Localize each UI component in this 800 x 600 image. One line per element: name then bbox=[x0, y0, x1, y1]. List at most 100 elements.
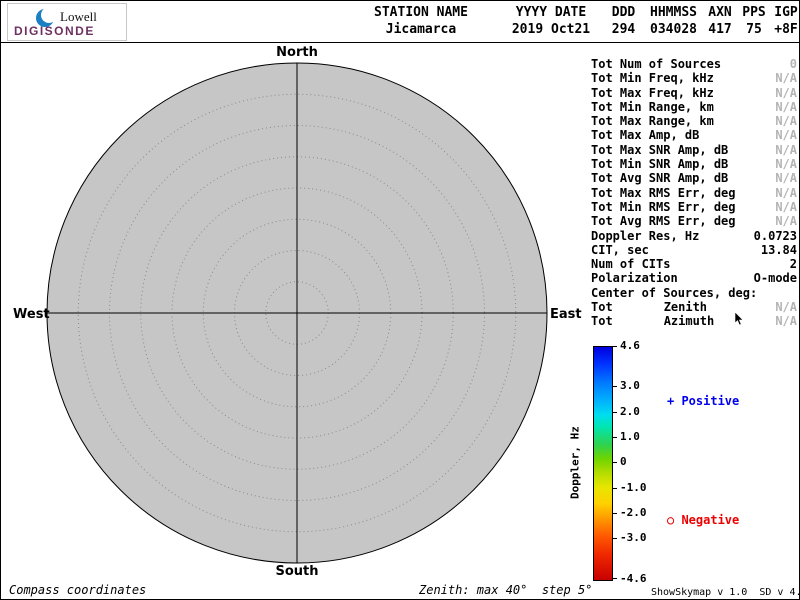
doppler-colorbar: 4.6 3.0 2.0 1.0 0 -1.0 -2.0 -3.0 -4.6 bbox=[593, 339, 653, 585]
colorbar-tick bbox=[613, 578, 617, 579]
stat-row: Num of CITs 2 bbox=[591, 257, 797, 271]
stat-row: Tot Min Range, km N/A bbox=[591, 100, 797, 114]
colorbar-tick-label: 4.6 bbox=[620, 339, 640, 352]
compass-label-west: West bbox=[13, 307, 50, 322]
colorbar-tick-label: 2.0 bbox=[620, 405, 640, 418]
stat-row: Tot Max RMS Err, deg N/A bbox=[591, 186, 797, 200]
stat-sublabel: Azimuth bbox=[663, 314, 715, 329]
stat-label: Tot Avg RMS Err, deg bbox=[591, 214, 736, 229]
logo-text-lowell: Lowell bbox=[60, 9, 97, 24]
stat-value: N/A bbox=[775, 314, 797, 329]
header-value: +8F bbox=[774, 22, 798, 37]
stat-row: Doppler Res, Hz 0.0723 bbox=[591, 229, 797, 243]
stat-row: Tot Min Freq, kHz N/A bbox=[591, 71, 797, 85]
stat-label: Tot Min SNR Amp, dB bbox=[591, 157, 729, 172]
colorbar-tick-label: 0 bbox=[620, 455, 627, 468]
colorbar-tick bbox=[613, 412, 617, 413]
stat-row: Tot Max Range, km N/A bbox=[591, 114, 797, 128]
colorbar-tick-label: -1.0 bbox=[620, 481, 647, 494]
stat-value: N/A bbox=[775, 185, 797, 200]
stat-sublabel: Zenith bbox=[663, 300, 708, 315]
compass-label-north: North bbox=[276, 45, 318, 60]
stat-label: Tot Num of Sources bbox=[591, 57, 722, 71]
stat-value: N/A bbox=[775, 128, 797, 143]
header-label: HHMMSS bbox=[650, 5, 697, 20]
header-col-igp: IGP +8F bbox=[769, 4, 799, 38]
colorbar-gradient bbox=[593, 346, 613, 581]
stat-label: Tot Max SNR Amp, dB bbox=[591, 142, 729, 157]
footer-coordinates-label: Compass coordinates bbox=[9, 583, 147, 597]
stat-value: N/A bbox=[775, 99, 797, 114]
header-col-ddd: DDD 294 bbox=[601, 4, 646, 38]
stat-label: Num of CITs bbox=[591, 257, 671, 272]
stat-label: Tot Min Freq, kHz bbox=[591, 71, 714, 86]
stat-label: CIT, sec bbox=[591, 242, 649, 257]
header-value: 2019 Oct21 bbox=[511, 22, 591, 37]
mouse-cursor-icon bbox=[734, 312, 744, 326]
colorbar-tick-label: -3.0 bbox=[620, 531, 647, 544]
stat-value: O-mode bbox=[753, 271, 797, 286]
colorbar-tick bbox=[613, 346, 617, 347]
stat-value: 2 bbox=[789, 257, 797, 272]
stat-label: Tot Avg SNR Amp, dB bbox=[591, 171, 729, 186]
compass-label-south: South bbox=[275, 564, 319, 579]
lowell-digisonde-logo: Lowell DIGISONDE bbox=[7, 3, 127, 41]
stats-panel: Tot Num of Sources 0 Tot Min Freq, kHz N/A… bbox=[591, 57, 797, 329]
header-col-date: YYYY DATE 2019 Oct21 bbox=[501, 4, 601, 38]
header-bar: Lowell DIGISONDE STATION NAME Jicamarca … bbox=[1, 1, 799, 43]
stat-row: Tot Max Freq, kHz N/A bbox=[591, 86, 797, 100]
lowell-swoosh-icon bbox=[36, 7, 57, 27]
colorbar-tick-label: 1.0 bbox=[620, 430, 640, 443]
colorbar-tick bbox=[613, 513, 617, 514]
stat-label: Tot Max Amp, dB bbox=[591, 128, 700, 143]
colorbar-title: Doppler, Hz bbox=[568, 426, 582, 499]
colorbar-tick-label: -4.6 bbox=[620, 572, 647, 585]
stat-row: Tot Avg SNR Amp, dB N/A bbox=[591, 171, 797, 185]
stat-row: Tot Num of Sources 0 bbox=[591, 57, 797, 71]
footer-zenith-label: Zenith: max 40° step 5° bbox=[419, 583, 593, 597]
colorbar-tick bbox=[613, 462, 617, 463]
footer-version-label: ShowSkymap v 1.0 SD v 4.2 bbox=[651, 587, 800, 598]
stat-label: Polarization bbox=[591, 271, 678, 286]
header-col-pps: PPS 75 bbox=[739, 4, 769, 38]
stat-label: Tot Max Freq, kHz bbox=[591, 85, 714, 100]
header-label: AXN bbox=[708, 5, 732, 20]
stat-value: 13.84 bbox=[760, 242, 797, 257]
stat-value: N/A bbox=[775, 142, 797, 157]
stat-label: Tot bbox=[591, 300, 613, 315]
header-col-time: HHMMSS 034028 bbox=[646, 4, 701, 38]
legend-negative: ○ Negative bbox=[667, 513, 740, 527]
header-value: Jicamarca bbox=[385, 22, 457, 37]
stat-row: CIT, sec 13.84 bbox=[591, 243, 797, 257]
compass-label-east: East bbox=[550, 307, 582, 322]
stat-label: Tot Max Range, km bbox=[591, 114, 714, 129]
stat-value: 0.0723 bbox=[753, 228, 797, 243]
stat-section-header: Center of Sources, deg: bbox=[591, 286, 797, 300]
header-col-axn: AXN 417 bbox=[701, 4, 739, 38]
header-label: PPS bbox=[742, 5, 766, 20]
stat-value: N/A bbox=[775, 71, 797, 86]
header-value: 034028 bbox=[650, 22, 697, 37]
stat-value: N/A bbox=[775, 214, 797, 229]
colorbar-tick bbox=[613, 538, 617, 539]
colorbar-tick-label: -2.0 bbox=[620, 506, 647, 519]
stat-label: Tot Min RMS Err, deg bbox=[591, 199, 736, 214]
station-header-table: STATION NAME Jicamarca YYYY DATE 2019 Oc… bbox=[341, 4, 799, 38]
header-value: 75 bbox=[746, 22, 762, 37]
logo-text-digisonde: DIGISONDE bbox=[14, 24, 95, 38]
stat-label: Doppler Res, Hz bbox=[591, 228, 700, 243]
stat-row: Tot Avg RMS Err, deg N/A bbox=[591, 214, 797, 228]
stat-label: Tot Min Range, km bbox=[591, 99, 714, 114]
stat-label: Tot Max RMS Err, deg bbox=[591, 185, 736, 200]
legend-positive: + Positive bbox=[667, 394, 740, 408]
stat-row: Tot Max SNR Amp, dB N/A bbox=[591, 143, 797, 157]
header-label: DDD bbox=[611, 5, 636, 20]
colorbar-tick bbox=[613, 386, 617, 387]
header-value: 294 bbox=[611, 22, 636, 37]
stat-label: Tot bbox=[591, 314, 613, 329]
stat-value: N/A bbox=[775, 114, 797, 129]
stat-value: N/A bbox=[775, 300, 797, 315]
stat-row: Polarization O-mode bbox=[591, 271, 797, 285]
